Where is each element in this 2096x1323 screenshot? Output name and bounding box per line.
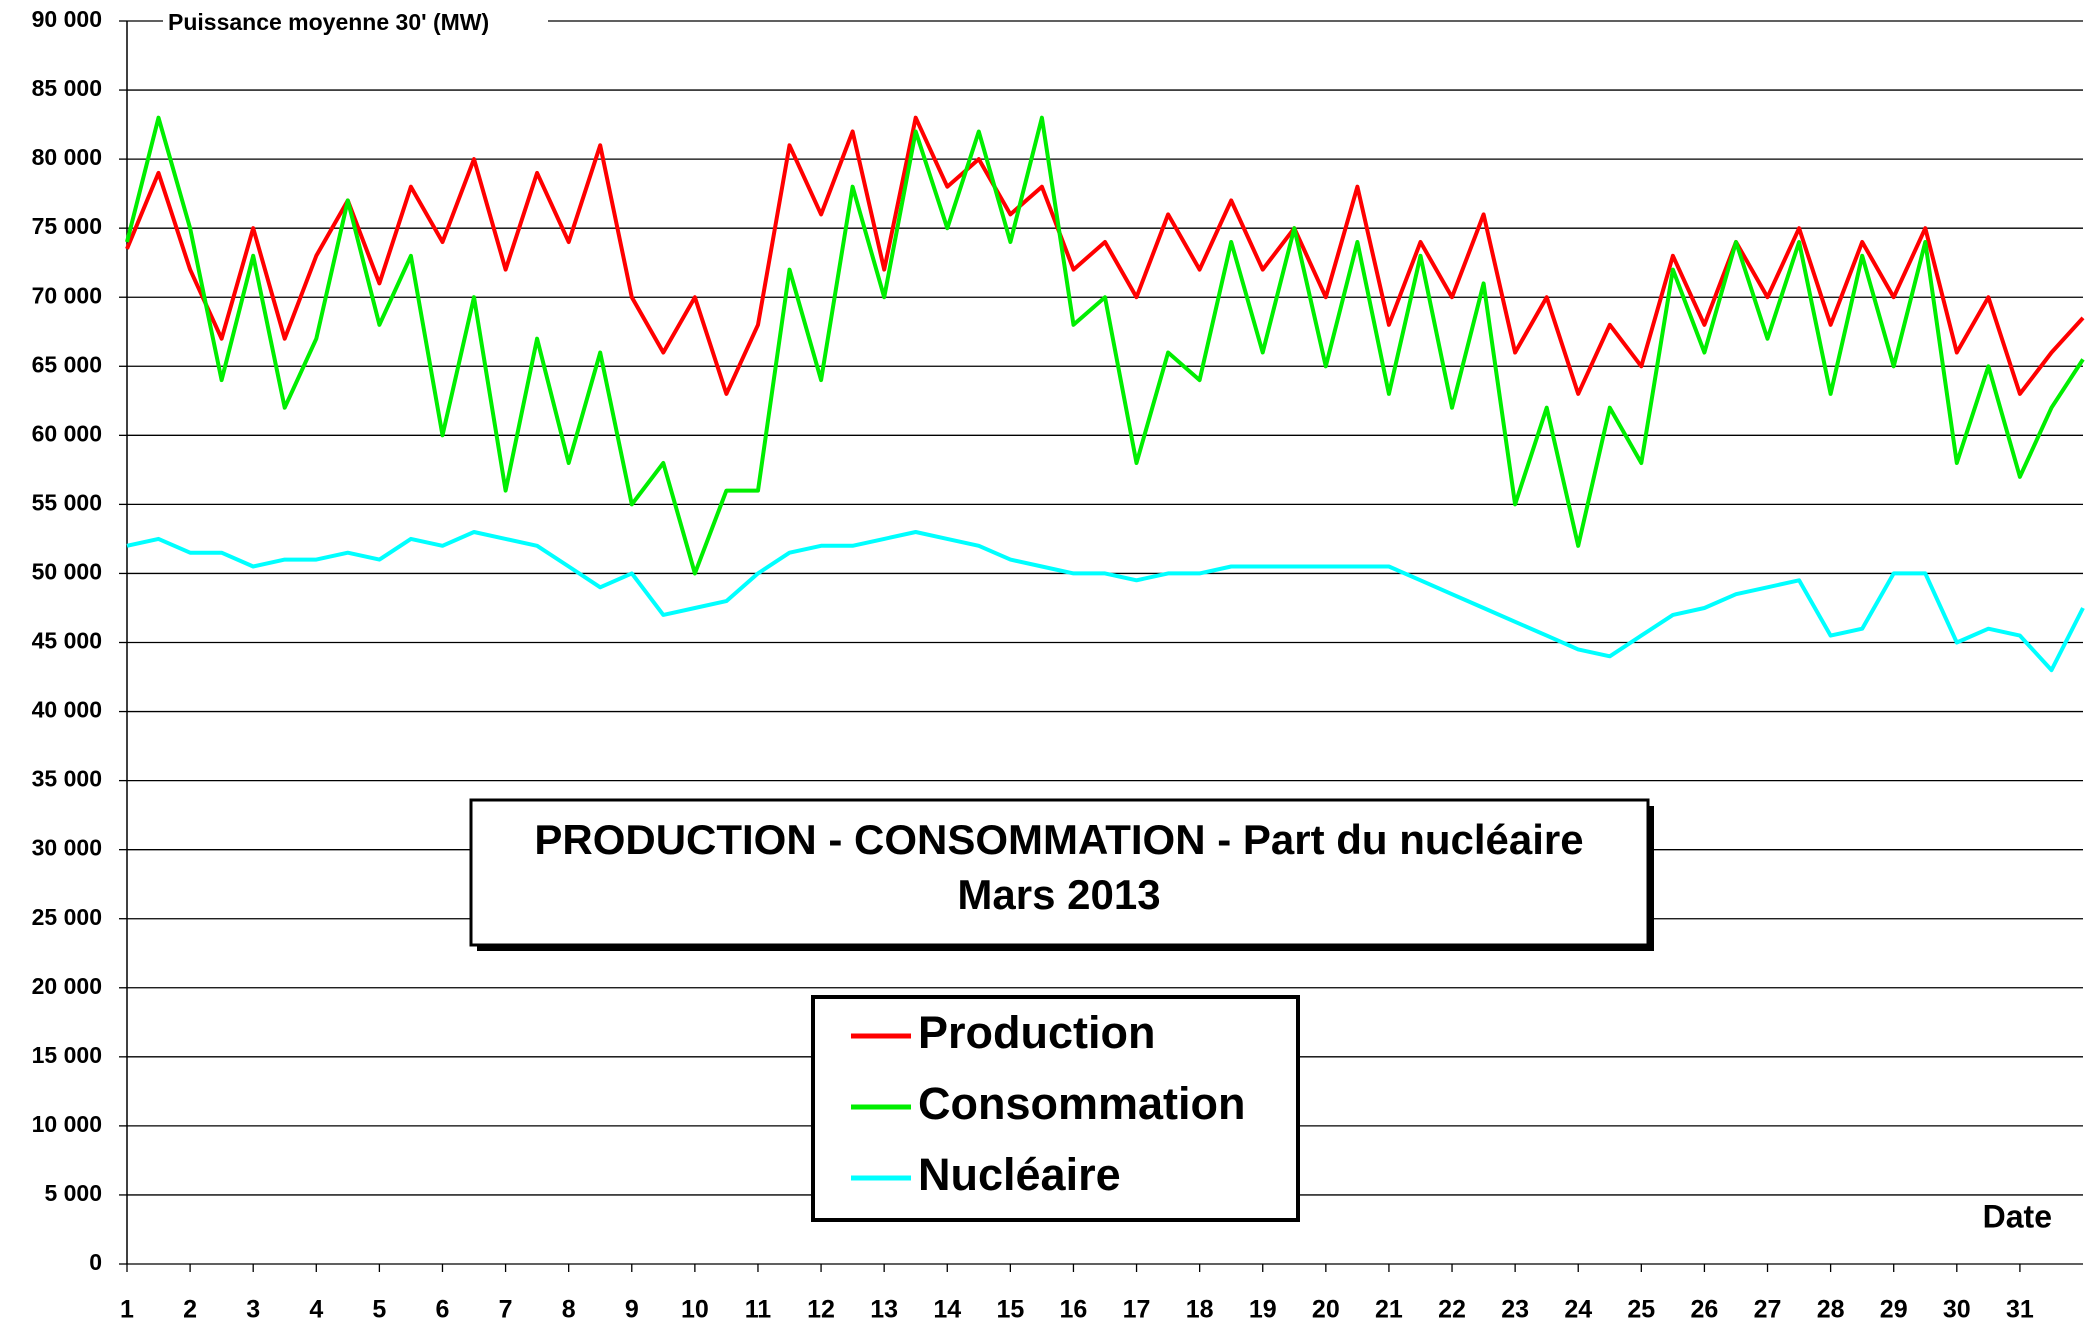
series-line: [125, 115, 2085, 576]
y-tick-label: 80 000: [32, 144, 102, 170]
x-tick-label: 20: [1312, 1296, 1340, 1323]
x-tick-label: 11: [745, 1296, 772, 1323]
x-tick-label: 13: [870, 1296, 898, 1323]
x-tick-label: 1: [120, 1296, 134, 1323]
y-tick-label: 75 000: [32, 213, 102, 239]
x-tick-label: 31: [2006, 1296, 2034, 1323]
x-tick-label: 7: [499, 1296, 513, 1323]
x-tick-label: 15: [996, 1296, 1024, 1323]
x-tick-label: 23: [1501, 1296, 1529, 1323]
x-tick-label: 27: [1754, 1296, 1782, 1323]
x-tick-label: 22: [1438, 1296, 1466, 1323]
y-axis-label: Puissance moyenne 30' (MW): [168, 9, 489, 35]
y-tick-label: 35 000: [32, 766, 102, 792]
legend: Production Consommation Nucléaire: [811, 995, 1300, 1222]
x-tick-label: 18: [1186, 1296, 1214, 1323]
legend-label: Production: [918, 1007, 1155, 1058]
x-tick-label: 12: [807, 1296, 835, 1323]
y-tick-label: 70 000: [32, 282, 102, 308]
x-tick-label: 5: [372, 1296, 386, 1323]
x-tick-label: 26: [1691, 1296, 1719, 1323]
legend-label: Consommation: [918, 1078, 1246, 1129]
y-tick-label: 40 000: [32, 697, 102, 723]
y-tick-label: 90 000: [32, 6, 102, 32]
x-tick-label: 21: [1375, 1296, 1403, 1323]
x-tick-label: 9: [625, 1296, 639, 1323]
y-tick-label: 45 000: [32, 628, 102, 654]
x-axis-label: Date: [1983, 1198, 2052, 1234]
y-tick-label: 60 000: [32, 420, 102, 446]
x-tick-label: 14: [933, 1296, 961, 1323]
x-tick-label: 25: [1627, 1296, 1655, 1323]
y-tick-label: 30 000: [32, 835, 102, 861]
y-tick-label: 15 000: [32, 1042, 102, 1068]
x-tick-label: 17: [1123, 1296, 1151, 1323]
x-tick-label: 3: [246, 1296, 260, 1323]
x-tick-label: 6: [436, 1296, 450, 1323]
series-line: [125, 115, 2085, 396]
y-tick-label: 55 000: [32, 489, 102, 515]
y-tick-label: 25 000: [32, 904, 102, 930]
y-tick-label: 65 000: [32, 351, 102, 377]
x-tick-label: 4: [309, 1296, 323, 1323]
y-tick-label: 0: [89, 1249, 102, 1275]
x-tick-label: 29: [1880, 1296, 1908, 1323]
chart-subtitle: Mars 2013: [957, 871, 1160, 918]
x-tick-label: 30: [1943, 1296, 1971, 1323]
y-label-bg: [163, 10, 548, 38]
title-box: [469, 798, 1650, 947]
lines: [125, 115, 2085, 673]
x-tick-label: 16: [1060, 1296, 1088, 1323]
y-tick-label: 5 000: [44, 1180, 102, 1206]
x-tick-label: 10: [681, 1296, 709, 1323]
x-tick-label: 19: [1249, 1296, 1277, 1323]
y-tick-label: 50 000: [32, 559, 102, 585]
legend-label: Nucléaire: [918, 1149, 1121, 1200]
x-tick-label: 28: [1817, 1296, 1845, 1323]
chart-title: PRODUCTION - CONSOMMATION - Part du nucl…: [534, 816, 1583, 863]
y-tick-label: 10 000: [32, 1111, 102, 1137]
x-tick-label: 24: [1564, 1296, 1592, 1323]
x-tick-label: 2: [183, 1296, 197, 1323]
series-line: [126, 530, 2085, 673]
y-tick-label: 20 000: [32, 973, 102, 999]
y-tick-label: 85 000: [32, 75, 102, 101]
x-tick-label: 8: [562, 1296, 576, 1323]
